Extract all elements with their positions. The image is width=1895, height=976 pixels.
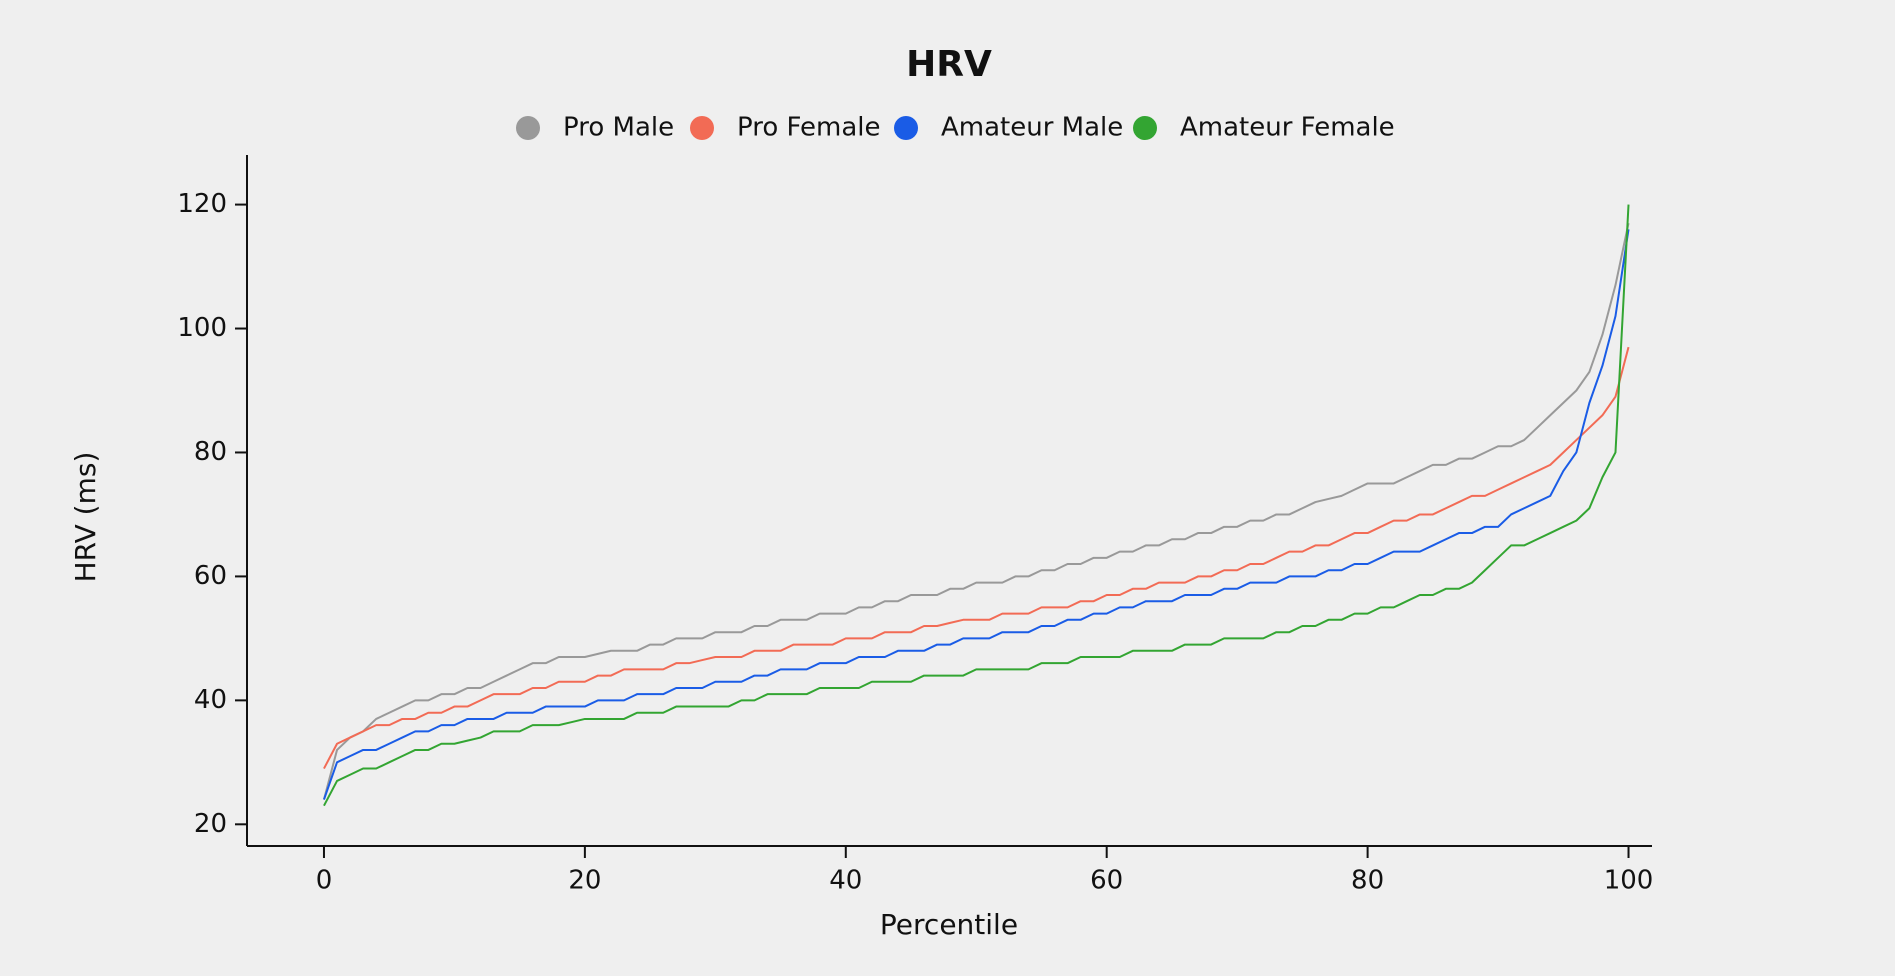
legend-label: Amateur Female xyxy=(1180,113,1395,143)
legend-marker xyxy=(690,116,714,140)
x-tick-label: 100 xyxy=(1604,866,1654,896)
legend-marker xyxy=(1133,116,1157,140)
legend-label: Pro Female xyxy=(737,113,881,143)
line-series xyxy=(323,222,1630,800)
y-tick-label: 120 xyxy=(177,189,227,219)
y-tick-label: 100 xyxy=(177,313,227,343)
legend-marker xyxy=(894,116,918,140)
line-series xyxy=(323,346,1630,769)
y-axis-label: HRV (ms) xyxy=(69,452,102,583)
legend-label: Pro Male xyxy=(563,113,674,143)
legend-marker xyxy=(516,116,540,140)
x-tick-label: 80 xyxy=(1351,866,1384,896)
line-series xyxy=(323,204,1630,807)
chart-title: HRV xyxy=(906,44,992,85)
x-tick-label: 60 xyxy=(1090,866,1123,896)
x-tick-label: 40 xyxy=(829,866,862,896)
y-tick-label: 80 xyxy=(194,437,227,467)
y-tick-label: 60 xyxy=(194,561,227,591)
x-axis-label: Percentile xyxy=(880,908,1018,941)
line-series xyxy=(323,229,1630,800)
y-tick-label: 20 xyxy=(194,809,227,839)
x-tick-label: 0 xyxy=(316,866,333,896)
legend-label: Amateur Male xyxy=(941,113,1123,143)
x-tick-label: 20 xyxy=(568,866,601,896)
y-tick-label: 40 xyxy=(194,685,227,715)
